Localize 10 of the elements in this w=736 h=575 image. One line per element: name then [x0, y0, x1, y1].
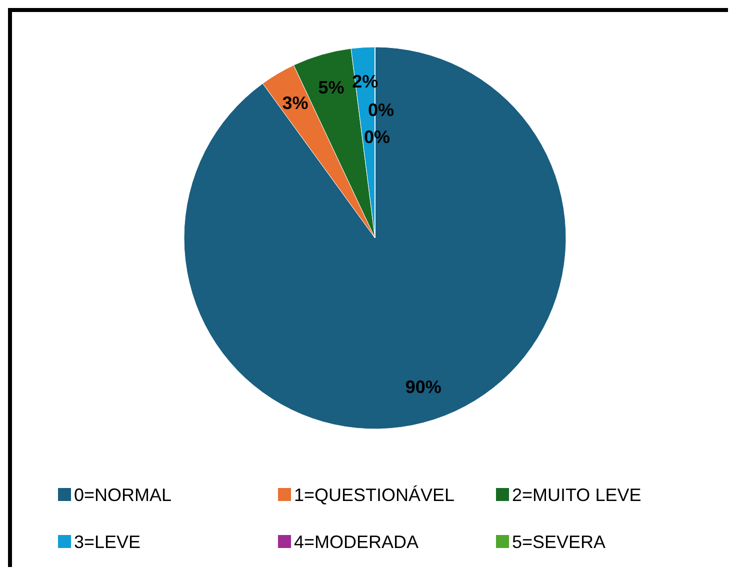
legend-label: 5=SEVERA: [512, 532, 606, 552]
legend-label: 0=NORMAL: [74, 485, 172, 505]
data-label: 5%: [318, 78, 344, 98]
pie-slice: [184, 46, 566, 429]
data-label: 3%: [282, 93, 308, 114]
legend-label: 2=MUITO LEVE: [512, 485, 642, 505]
legend-label: 4=MODERADA: [294, 532, 419, 552]
data-label: 90%: [405, 376, 442, 397]
legend-label: 3=LEVE: [74, 532, 141, 552]
legend-label: 1=QUESTIONÁVEL: [294, 485, 455, 505]
